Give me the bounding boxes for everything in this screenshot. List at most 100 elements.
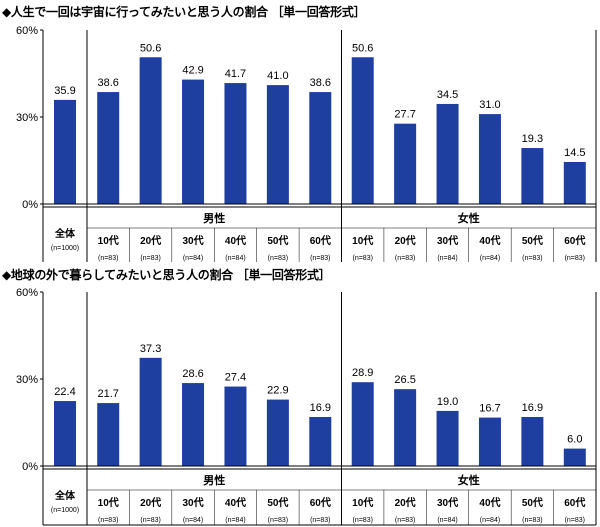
sample-size: (n=84) bbox=[183, 255, 203, 262]
category-label: 10代 bbox=[352, 496, 373, 509]
category-label: 全体 bbox=[54, 227, 76, 240]
bar bbox=[478, 114, 501, 204]
category-label: 50代 bbox=[267, 496, 288, 509]
bar bbox=[436, 103, 459, 204]
data-label: 6.0 bbox=[567, 434, 582, 446]
bar bbox=[521, 416, 544, 466]
category-label: 10代 bbox=[352, 234, 373, 247]
chart-title-1: ◆人生で一回は宇宙に行ってみたいと思う人の割合 ［単一回答形式］ bbox=[2, 5, 366, 19]
y-tick-label: 0% bbox=[22, 199, 38, 211]
bar bbox=[266, 399, 289, 466]
bar bbox=[224, 83, 247, 204]
bar bbox=[182, 383, 205, 466]
bar bbox=[521, 148, 544, 204]
data-label: 50.6 bbox=[140, 42, 161, 54]
sample-size: (n=83) bbox=[268, 517, 288, 524]
sample-size: (n=83) bbox=[98, 255, 118, 262]
sample-size: (n=84) bbox=[480, 255, 500, 262]
data-label: 22.4 bbox=[54, 386, 75, 398]
bar bbox=[54, 99, 76, 204]
category-label: 40代 bbox=[225, 496, 246, 509]
data-label: 37.3 bbox=[140, 343, 161, 355]
y-tick-label: 60% bbox=[16, 25, 38, 37]
bar bbox=[224, 386, 247, 466]
bar bbox=[563, 448, 586, 466]
bar bbox=[182, 79, 205, 204]
sample-size: (n=83) bbox=[522, 517, 542, 524]
data-label: 34.5 bbox=[437, 89, 458, 101]
data-label: 26.5 bbox=[394, 374, 415, 386]
y-tick-label: 0% bbox=[22, 461, 38, 473]
bar bbox=[563, 161, 586, 204]
bar bbox=[394, 123, 417, 204]
data-label: 38.6 bbox=[310, 77, 331, 89]
bar bbox=[351, 57, 374, 205]
data-label: 19.3 bbox=[522, 133, 543, 145]
sample-size: (n=84) bbox=[437, 255, 457, 262]
bar bbox=[54, 401, 76, 466]
bar bbox=[351, 382, 374, 466]
category-label: 10代 bbox=[98, 234, 119, 247]
data-label: 19.0 bbox=[437, 396, 458, 408]
sample-size: (n=83) bbox=[140, 517, 160, 524]
sample-size: (n=83) bbox=[395, 255, 415, 262]
sample-size: (n=83) bbox=[522, 255, 542, 262]
sample-size: (n=83) bbox=[140, 255, 160, 262]
category-label: 60代 bbox=[564, 496, 585, 509]
data-label: 41.0 bbox=[267, 70, 288, 82]
group-label: 女性 bbox=[458, 211, 480, 225]
data-label: 22.9 bbox=[267, 385, 288, 397]
group-label: 女性 bbox=[458, 473, 480, 487]
sample-size: (n=84) bbox=[183, 517, 203, 524]
data-label: 41.7 bbox=[225, 68, 246, 80]
data-label: 14.5 bbox=[564, 147, 585, 159]
category-label: 40代 bbox=[479, 496, 500, 509]
data-label: 38.6 bbox=[97, 77, 118, 89]
sample-size: (n=83) bbox=[352, 255, 372, 262]
sample-size: (n=1000) bbox=[51, 245, 79, 252]
data-label: 27.4 bbox=[225, 372, 246, 384]
chart-1: 0% 30% 60% 35.9 全体 (n=1000) 38.6 10代 (n=83) 50.6 2… bbox=[16, 25, 597, 262]
bar bbox=[309, 92, 332, 204]
sample-size: (n=83) bbox=[395, 517, 415, 524]
category-label: 50代 bbox=[522, 496, 543, 509]
sample-size: (n=84) bbox=[437, 517, 457, 524]
y-tick-label: 30% bbox=[16, 374, 38, 386]
data-label: 31.0 bbox=[479, 99, 500, 111]
y-tick-label: 30% bbox=[16, 112, 38, 124]
category-label: 60代 bbox=[310, 234, 331, 247]
bar bbox=[97, 92, 120, 204]
category-label: 20代 bbox=[140, 234, 161, 247]
chart-2: 0% 30% 60% 22.4 全体 (n=1000) 21.7 10代 (n=83) 37.3 2… bbox=[16, 287, 597, 526]
bar bbox=[139, 57, 162, 205]
sample-size: (n=83) bbox=[565, 255, 585, 262]
category-label: 30代 bbox=[182, 496, 203, 509]
y-tick-label: 60% bbox=[16, 287, 38, 299]
category-label: 10代 bbox=[98, 496, 119, 509]
group-label: 男性 bbox=[203, 473, 225, 487]
chart-title-2: ◆地球の外で暮らしてみたいと思う人の割合 ［単一回答形式］ bbox=[2, 268, 331, 282]
category-label: 30代 bbox=[437, 234, 458, 247]
category-label: 20代 bbox=[395, 234, 416, 247]
sample-size: (n=84) bbox=[225, 517, 245, 524]
category-label: 20代 bbox=[395, 496, 416, 509]
bar bbox=[436, 410, 459, 466]
sample-size: (n=1000) bbox=[51, 507, 79, 514]
data-label: 28.9 bbox=[352, 367, 373, 379]
data-label: 35.9 bbox=[54, 85, 75, 97]
category-label: 50代 bbox=[267, 234, 288, 247]
sample-size: (n=83) bbox=[310, 255, 330, 262]
category-label: 全体 bbox=[54, 489, 76, 502]
data-label: 27.7 bbox=[394, 109, 415, 121]
data-label: 16.9 bbox=[522, 402, 543, 414]
sample-size: (n=83) bbox=[98, 517, 118, 524]
data-label: 28.6 bbox=[182, 368, 203, 380]
sample-size: (n=84) bbox=[480, 517, 500, 524]
bar bbox=[478, 417, 501, 466]
bar bbox=[266, 85, 289, 204]
category-label: 40代 bbox=[225, 234, 246, 247]
group-label: 男性 bbox=[203, 211, 225, 225]
sample-size: (n=83) bbox=[268, 255, 288, 262]
data-label: 42.9 bbox=[182, 65, 203, 77]
category-label: 30代 bbox=[437, 496, 458, 509]
